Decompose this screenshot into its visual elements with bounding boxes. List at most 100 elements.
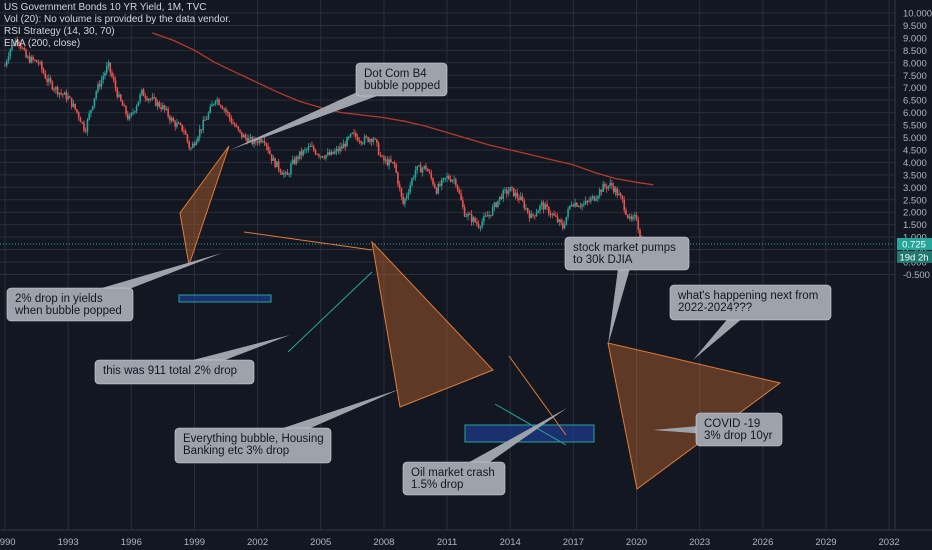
candle-body [530, 213, 533, 219]
candle-body [100, 79, 103, 87]
candle-body [583, 204, 585, 206]
indicator-ema[interactable]: EMA (200, close) [4, 38, 81, 49]
candle-body [451, 180, 454, 182]
candle-body [391, 162, 394, 164]
candle-body [469, 213, 471, 215]
candle-body [323, 157, 326, 159]
candle-body [539, 205, 541, 211]
candle-body [337, 148, 340, 152]
candle-body [614, 188, 617, 193]
candle-body [440, 179, 443, 186]
candle-body [581, 204, 583, 207]
callout-text: what's happening next from [677, 290, 818, 302]
candle-body [233, 123, 236, 127]
candle-body [276, 161, 278, 168]
candle-body [270, 154, 273, 161]
candle-body [284, 172, 287, 174]
candle-body [458, 189, 461, 194]
candle-body [58, 92, 61, 95]
candle-body [297, 156, 299, 159]
candle-body [225, 108, 227, 112]
annotation-covid[interactable]: COVID -193% drop 10yr [653, 412, 783, 447]
candle-body [274, 158, 276, 168]
candle-body [183, 130, 185, 132]
candle-body [635, 215, 638, 220]
candle-body [104, 72, 106, 77]
candle-body [355, 133, 357, 137]
candle-body [102, 76, 105, 80]
candle-body [226, 111, 229, 114]
candle-body [360, 141, 362, 144]
candle-body [30, 56, 33, 63]
candle-body [430, 172, 433, 179]
x-tick-label: 2008 [373, 537, 394, 548]
callout-box [402, 461, 506, 496]
candle-body [400, 188, 403, 197]
candle-body [205, 118, 208, 121]
callout-box [94, 359, 255, 385]
candle-body [416, 166, 419, 171]
candle-body [630, 216, 633, 220]
indicator-rsi[interactable]: RSI Strategy (14, 30, 70) [4, 26, 115, 37]
candle-body [405, 195, 408, 199]
candle-body [623, 199, 626, 211]
grid-lines [0, 0, 895, 530]
candle-body [388, 159, 390, 166]
candle-body [453, 179, 455, 181]
candle-body [146, 98, 148, 101]
candle-body [269, 150, 271, 155]
candle-body [567, 208, 569, 217]
candle-body [377, 143, 380, 155]
candle-body [511, 187, 513, 189]
candle-body [232, 122, 234, 124]
candle-body [404, 198, 406, 204]
candle-body [309, 145, 312, 147]
candle-body [333, 151, 336, 154]
candle-body [402, 196, 404, 204]
candle-body [328, 152, 331, 155]
candle-body [611, 182, 613, 186]
candle-body [151, 97, 154, 99]
candle-body [160, 106, 162, 110]
candle-body [412, 177, 415, 179]
price-tag-bg [897, 237, 932, 250]
candle-body [86, 119, 89, 132]
x-tick-label: 1993 [58, 537, 79, 548]
indicator-volume[interactable]: Vol (20): No volume is provided by the d… [4, 14, 231, 25]
candle-body [298, 151, 301, 159]
candle-body [123, 105, 126, 107]
candle-body [125, 105, 127, 115]
candle-body [7, 56, 10, 62]
candle-body [5, 61, 8, 66]
candle-body [65, 92, 68, 100]
chart-title[interactable]: US Government Bonds 10 YR Yield, 1M, TVC [4, 2, 207, 13]
candle-body [325, 154, 327, 159]
candle-body [365, 136, 368, 138]
candle-body [465, 216, 468, 218]
annotation-nine-eleven[interactable]: this was 911 total 2% drop [94, 335, 290, 385]
candle-body [332, 151, 334, 154]
triangle-dotcom [179, 145, 230, 266]
y-tick-label: 4.000 [903, 158, 927, 169]
candle-body [107, 62, 110, 67]
candle-body [260, 138, 262, 143]
candle-body [44, 73, 47, 79]
candle-body [507, 191, 510, 194]
candle-body [444, 178, 447, 180]
x-tick-label: 1999 [184, 537, 205, 548]
candle-body [442, 178, 445, 180]
candle-body [426, 169, 429, 172]
candle-body [272, 158, 275, 161]
callout-text: Banking etc 3% drop [183, 445, 289, 457]
candle-body [502, 190, 504, 199]
candle-body [39, 62, 41, 64]
candle-body [302, 150, 305, 156]
